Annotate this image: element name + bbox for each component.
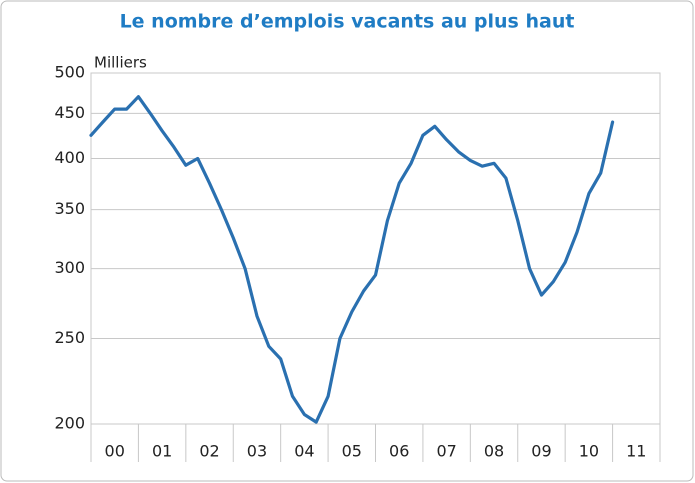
y-axis-label: Milliers bbox=[94, 54, 147, 72]
x-tick-label: 03 bbox=[247, 442, 267, 461]
x-tick-label: 10 bbox=[579, 442, 599, 461]
x-tick-label: 09 bbox=[531, 442, 551, 461]
x-tick-label: 02 bbox=[199, 442, 219, 461]
x-tick-label: 07 bbox=[436, 442, 456, 461]
y-tick-label: 400 bbox=[54, 148, 85, 167]
x-tick-label: 01 bbox=[152, 442, 172, 461]
x-tick-label: 00 bbox=[105, 442, 125, 461]
y-tick-label: 300 bbox=[54, 258, 85, 277]
x-tick-label: 06 bbox=[389, 442, 409, 461]
y-tick-label: 350 bbox=[54, 199, 85, 218]
chart-title: Le nombre d’emplois vacants au plus haut bbox=[120, 11, 575, 33]
y-tick-label: 200 bbox=[54, 414, 85, 433]
x-tick-label: 08 bbox=[484, 442, 504, 461]
y-tick-label: 450 bbox=[54, 103, 85, 122]
x-tick-label: 04 bbox=[294, 442, 314, 461]
y-tick-label: 250 bbox=[54, 328, 85, 347]
x-tick-label: 05 bbox=[342, 442, 362, 461]
line-series bbox=[89, 95, 615, 424]
y-tick-label: 500 bbox=[54, 63, 85, 82]
x-tick-label: 11 bbox=[626, 442, 646, 461]
plot-area bbox=[90, 72, 661, 425]
